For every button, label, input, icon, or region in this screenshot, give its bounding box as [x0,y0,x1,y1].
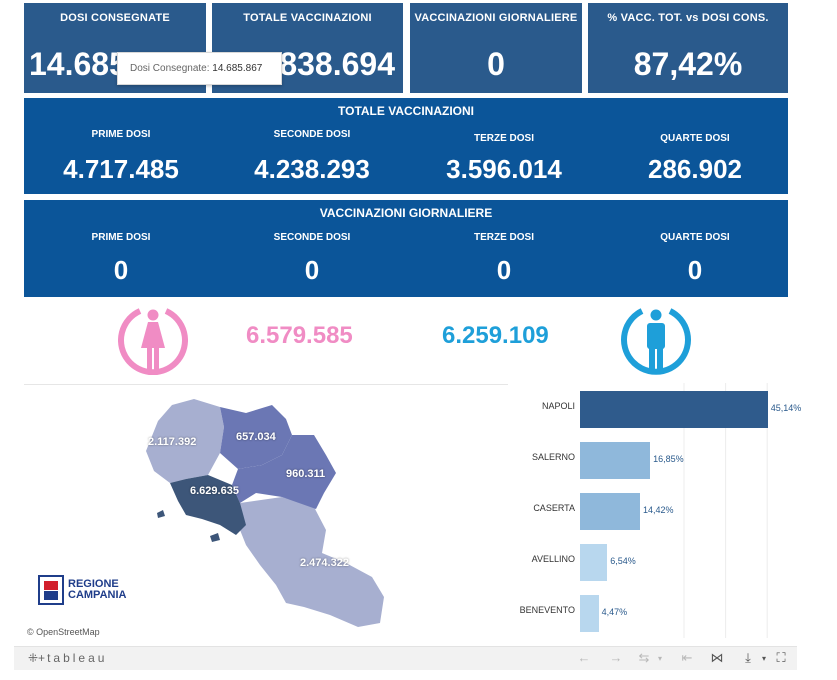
panel-vaccinazioni-giornaliere: VACCINAZIONI GIORNALIERE PRIME DOSI 0 SE… [24,200,788,297]
col-value: 3.596.014 [446,154,562,184]
revert-dropdown-icon[interactable]: ▾ [657,654,662,663]
col-label: TERZE DOSI [473,232,534,243]
bar-category-label: BENEVENTO [519,605,575,615]
bar-value-label: 4,47% [601,607,628,617]
col-label: TERZE DOSI [473,133,534,144]
logo-text-line2: CAMPANIA [68,589,127,601]
female-icon [118,308,188,375]
col-quarte-dosi[interactable]: QUARTE DOSI 0 [620,232,770,286]
map-label-caserta: 2.117.392 [148,436,197,448]
male-count: 6.259.109 [442,322,549,349]
shield-icon [38,575,64,605]
kpi-title: DOSI CONSEGNATE [60,12,170,24]
map-label-napoli: 6.629.635 [190,485,239,497]
redo-icon[interactable]: → [609,650,623,665]
col-value: 4.238.293 [254,154,370,184]
bar[interactable] [580,493,640,530]
col-quarte-dosi[interactable]: QUARTE DOSI 286.902 [620,133,770,185]
campania-map[interactable]: 2.117.392 657.034 960.311 6.629.635 2.47… [24,384,508,638]
bar-value-label: 16,85% [653,454,684,464]
col-value: 0 [113,255,129,285]
kpi-percentuale-vaccinazioni[interactable]: % VACC. TOT. vs DOSI CONS. 87,42% [588,3,788,93]
regione-campania-logo: REGIONE CAMPANIA [38,575,138,607]
col-label: PRIME DOSI [91,232,151,243]
tooltip-value: 14.685.867 [212,63,263,74]
province-caserta [146,399,224,483]
col-value: 0 [304,255,320,285]
col-label: SECONDE DOSI [273,232,351,243]
kpi-title: TOTALE VACCINAZIONI [243,12,372,24]
col-value: 0 [687,255,703,285]
map-label-avellino: 960.311 [286,468,326,480]
kpi-title: VACCINAZIONI GIORNALIERE [414,12,578,24]
col-terze-dosi[interactable]: TERZE DOSI 3.596.014 [429,133,579,185]
col-label: SECONDE DOSI [273,129,351,140]
col-label: QUARTE DOSI [660,133,730,144]
col-value: 4.717.485 [63,154,179,184]
col-value: 0 [496,255,512,285]
col-label: PRIME DOSI [91,129,151,140]
bar-value-label: 45,14% [770,403,802,413]
bar[interactable] [580,442,651,479]
female-count: 6.579.585 [246,322,353,349]
panel-title: TOTALE VACCINAZIONI [338,104,474,118]
bar-row[interactable]: CASERTA 14,42% [516,490,788,530]
tableau-plus-icon: ⁜+ [28,651,46,665]
bar-value-label: 14,42% [642,505,674,515]
province-benevento [220,405,292,469]
kpi-value: 87,42% [633,46,743,82]
panel-title: VACCINAZIONI GIORNALIERE [319,206,493,220]
province-napoli [170,475,246,535]
map-label-benevento: 657.034 [236,431,276,443]
bar-category-label: NAPOLI [541,401,575,411]
panel-totale-vaccinazioni: TOTALE VACCINAZIONI PRIME DOSI 4.717.485… [24,98,788,194]
bar[interactable] [580,595,599,632]
bar-row[interactable]: SALERNO 16,85% [516,439,788,479]
province-bar-chart[interactable]: NAPOLI 45,14% SALERNO 16,85% CASERTA 14,42% AV… [516,383,801,638]
download-icon[interactable]: ⤓ [745,650,751,665]
kpi-value: 0 [487,46,505,82]
bar-category-label: SALERNO [531,452,575,462]
col-seconde-dosi[interactable]: SECONDE DOSI 4.238.293 [237,129,387,185]
revert-icon[interactable]: ⇆ [638,650,650,665]
col-label: QUARTE DOSI [660,232,730,243]
bar-category-label: AVELLINO [531,554,575,564]
kpi-vaccinazioni-giornaliere[interactable]: VACCINAZIONI GIORNALIERE 0 [410,3,582,93]
col-seconde-dosi[interactable]: SECONDE DOSI 0 [237,232,387,286]
share-icon[interactable]: ⋈ [710,650,724,665]
col-prime-dosi[interactable]: PRIME DOSI 4.717.485 [46,129,196,185]
col-terze-dosi[interactable]: TERZE DOSI 0 [429,232,579,286]
province-avellino [232,435,336,509]
map-label-salerno: 2.474.322 [300,557,349,569]
logo-text-line1: REGIONE [68,578,119,590]
col-value: 286.902 [648,154,742,184]
undo-icon[interactable]: ← [577,650,591,665]
col-prime-dosi[interactable]: PRIME DOSI 0 [46,232,196,286]
fullscreen-icon[interactable]: ⛶ [776,650,786,665]
first-page-icon[interactable]: ⇤ [681,650,693,665]
tooltip: Dosi Consegnate: 14.685.867 [117,52,282,85]
tooltip-label: Dosi Consegnate: [130,63,210,74]
tableau-logo[interactable]: ⁜+ tableau [28,651,107,665]
bar-category-label: CASERTA [533,503,575,513]
bar-row[interactable]: AVELLINO 6,54% [516,541,788,581]
tableau-toolbar: ⁜+ tableau ← → ⇆ ▾ ⇤ ⋈ ⤓ ▾ ⛶ [14,646,797,670]
province-salerno [238,497,384,627]
kpi-dosi-consegnate[interactable]: DOSI CONSEGNATE 14.685.867 [24,3,206,93]
download-dropdown-icon[interactable]: ▾ [761,654,766,663]
bar[interactable] [580,544,608,581]
kpi-title: % VACC. TOT. vs DOSI CONS. [607,12,769,24]
bar-value-label: 6,54% [610,556,636,566]
bar-row[interactable]: NAPOLI 45,14% [516,388,801,428]
tableau-logo-text: tableau [47,651,108,665]
male-icon [621,308,691,375]
bar[interactable] [580,391,768,428]
bar-row[interactable]: BENEVENTO 4,47% [516,592,788,632]
map-attribution: © OpenStreetMap [27,627,100,637]
